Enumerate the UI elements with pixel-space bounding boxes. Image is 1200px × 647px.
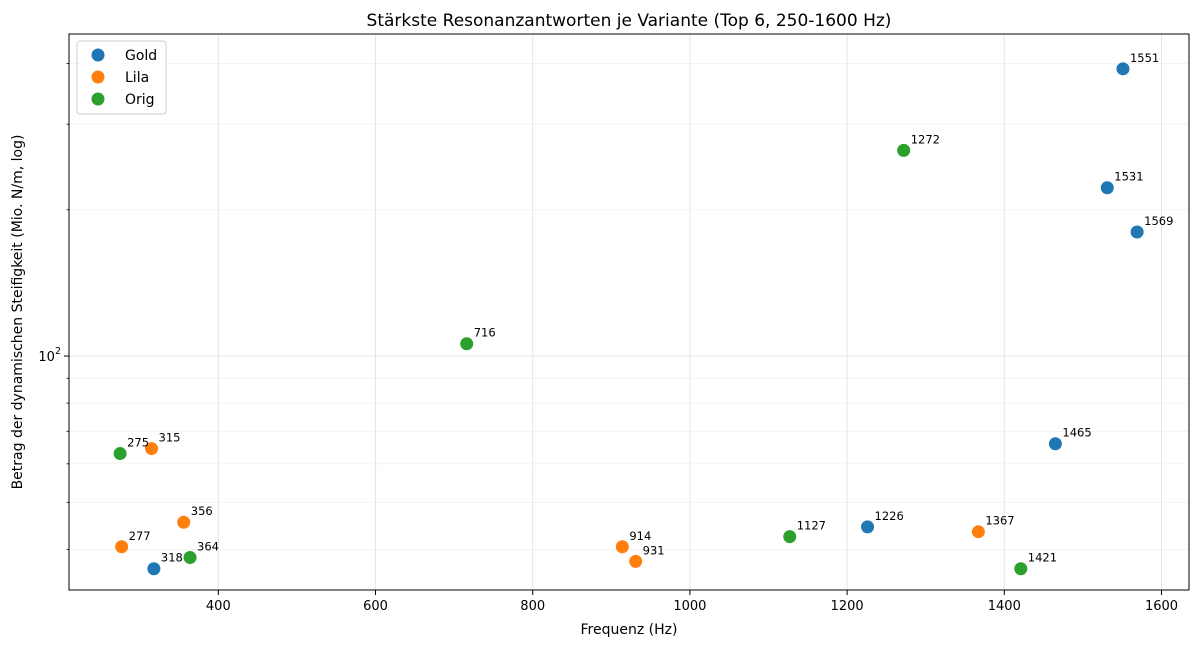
x-tick-label: 1200 bbox=[831, 599, 864, 614]
data-point-label: 277 bbox=[129, 529, 151, 543]
y-tick-label: 102 bbox=[38, 346, 61, 365]
data-point-label: 1465 bbox=[1062, 426, 1091, 440]
data-point bbox=[1014, 562, 1028, 576]
data-point-label: 1367 bbox=[985, 514, 1014, 528]
data-point-label: 931 bbox=[643, 543, 665, 557]
legend: Gold Lila Orig bbox=[76, 40, 167, 115]
data-point bbox=[1048, 437, 1062, 451]
data-point-label: 275 bbox=[127, 436, 149, 450]
legend-marker-lila bbox=[91, 70, 105, 84]
series-orig: 275 364 716 1127 1272 1421 bbox=[113, 132, 1057, 576]
x-tick-label: 600 bbox=[363, 599, 388, 614]
data-point bbox=[861, 520, 875, 534]
data-point-label: 364 bbox=[197, 539, 219, 553]
data-point-label: 1551 bbox=[1130, 51, 1159, 65]
data-point bbox=[147, 562, 161, 576]
data-point bbox=[783, 530, 797, 544]
data-point bbox=[615, 540, 629, 554]
chart-title: Stärkste Resonanzantworten je Variante (… bbox=[367, 11, 892, 31]
x-axis-ticks: 400 600 800 1000 1200 1400 1600 bbox=[206, 590, 1178, 614]
x-tick-label: 800 bbox=[520, 599, 545, 614]
data-point-label: 716 bbox=[474, 326, 496, 340]
x-tick-label: 400 bbox=[206, 599, 231, 614]
data-point-label: 318 bbox=[161, 551, 183, 565]
data-point bbox=[177, 515, 191, 529]
data-point bbox=[1100, 181, 1114, 195]
y-axis-label: Betrag der dynamischen Steifigkeit (Mio.… bbox=[10, 135, 26, 490]
x-tick-label: 1600 bbox=[1145, 599, 1178, 614]
data-point-label: 1569 bbox=[1144, 214, 1173, 228]
legend-label-gold: Gold bbox=[125, 48, 157, 64]
data-point-label: 1421 bbox=[1028, 551, 1057, 565]
data-point bbox=[1130, 225, 1144, 239]
data-point bbox=[145, 442, 159, 456]
data-point bbox=[1116, 62, 1130, 76]
series-gold: 1551 1531 1569 1465 1226 318 bbox=[147, 51, 1173, 576]
data-point-label: 914 bbox=[629, 529, 651, 543]
data-point bbox=[183, 550, 197, 564]
data-point bbox=[971, 525, 985, 539]
x-axis-label: Frequenz (Hz) bbox=[581, 622, 678, 638]
data-point bbox=[460, 337, 474, 351]
data-point-label: 1272 bbox=[911, 132, 940, 146]
legend-marker-orig bbox=[91, 92, 105, 106]
data-point bbox=[629, 554, 643, 568]
legend-label-orig: Orig bbox=[125, 92, 155, 108]
data-point-label: 1531 bbox=[1114, 170, 1143, 184]
data-point bbox=[113, 447, 127, 461]
x-tick-label: 1400 bbox=[988, 599, 1021, 614]
x-tick-label: 1000 bbox=[673, 599, 706, 614]
data-point bbox=[897, 143, 911, 157]
legend-label-lila: Lila bbox=[125, 70, 149, 86]
grid bbox=[69, 34, 1189, 590]
legend-marker-gold bbox=[91, 48, 105, 62]
data-point-label: 1127 bbox=[797, 519, 826, 533]
data-point-label: 315 bbox=[159, 431, 181, 445]
y-axis-ticks: 102 bbox=[38, 63, 69, 550]
data-point-label: 356 bbox=[191, 504, 213, 518]
data-point-label: 1226 bbox=[875, 509, 904, 523]
plot-frame bbox=[68, 33, 1190, 591]
data-point bbox=[115, 540, 129, 554]
